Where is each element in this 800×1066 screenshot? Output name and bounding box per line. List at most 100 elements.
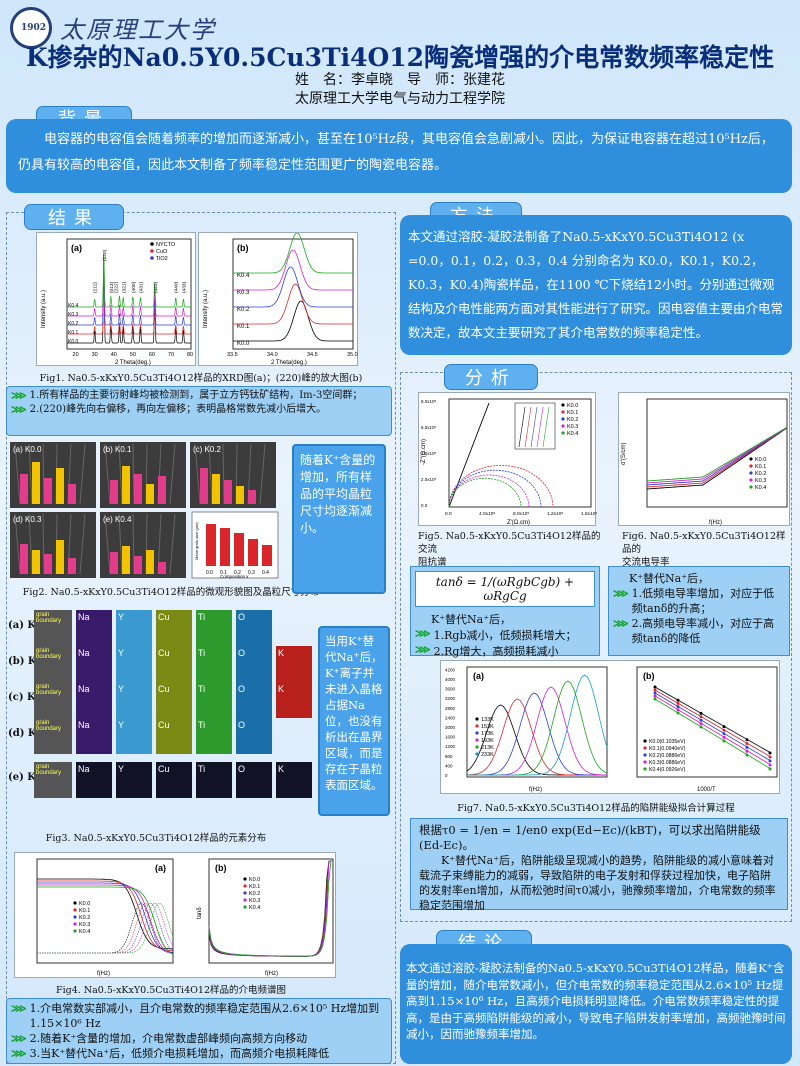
tan-delta-curve (208, 860, 333, 957)
peak-label: (431) (138, 281, 144, 293)
fig4-a-curves (37, 878, 174, 955)
fig7-b-label: (b) (643, 671, 655, 681)
xrd-pattern-3 (67, 263, 191, 317)
results-scroll-2: 当用K⁺替代Na⁺后，K⁺离子并未进入晶格占据Na位，也没有析出在晶界区域，而是… (318, 626, 390, 816)
relaxation-peak-curve (466, 698, 607, 776)
legend-marker (643, 760, 647, 764)
conductivity-curve (646, 427, 788, 488)
legend-label: K0.1 (79, 908, 90, 914)
formula-bullet-2: ⋙ 2.Rg增大，高频损耗减小 (415, 643, 559, 658)
impedance-ytick: 0.0 (421, 503, 428, 508)
arrhenius-point (768, 759, 772, 763)
legend-marker (749, 471, 753, 475)
legend-label: 193K (481, 738, 494, 744)
peak-label: (222) (114, 281, 120, 293)
conclusion-box: 本文通过溶胶-凝胶法制备的Na0.5-xKxY0.5Cu3Ti4O12样品，随着… (400, 944, 792, 1064)
arrhenius-point (768, 763, 772, 767)
arrhenius-fit-line (654, 686, 772, 754)
arrow-icon: ⋙ (613, 587, 629, 600)
conductivity-box-title: K⁺替代Na⁺后， (629, 572, 710, 585)
impedance-inset-curve (530, 406, 538, 448)
sem-label: (e) K0.4 (103, 515, 132, 524)
legend-label: K0.0 (79, 901, 90, 907)
header: 1902 太原理工大学 K掺杂的Na0.5Y0.5Cu3Ti4O12陶瓷增强的介… (0, 0, 800, 110)
conductivity-curve (646, 427, 788, 486)
element-map-cu: Cu (156, 718, 192, 754)
results-scroll-2-text: 当用K⁺替代Na⁺后，K⁺离子并未进入晶格占据Na位，也没有析出在晶界区域，而是… (325, 634, 383, 792)
relaxation-ytick: 2400 (445, 715, 456, 720)
xrd-b-sample-label: K0.3 (237, 290, 250, 296)
fig1-a-frame (66, 238, 192, 350)
seal-year: 1902 (21, 23, 47, 33)
formula-box-title: K⁺替代Na⁺后， (431, 613, 512, 626)
fig4-b-ylabel: tanδ (197, 907, 203, 919)
legend-label: K0.1(0.0940eV) (649, 746, 686, 752)
fig1-b-patterns (233, 232, 353, 342)
grain-histogram-bar (146, 484, 154, 504)
xrd-sample-label: K0.1 (68, 330, 79, 336)
arrhenius-point (676, 698, 680, 702)
element-map-ti: Ti (196, 718, 232, 754)
arrow-icon: ⋙ (415, 627, 431, 640)
element-map-k: K (276, 762, 312, 798)
tan-delta-curve (208, 860, 333, 957)
relaxation-ytick: 3600 (445, 687, 456, 692)
sem-texture (208, 443, 213, 505)
formula-banner: tanδ = 1/(ωRgbCgb) + ωRgCg (415, 571, 595, 607)
fig1-b-frame (232, 238, 354, 350)
legend-label: K0.3 (755, 478, 766, 484)
grain-histogram-bar (20, 474, 28, 504)
arrhenius-point (722, 739, 726, 743)
xrd-pattern-2 (67, 272, 191, 326)
arrhenius-point (676, 701, 680, 705)
legend-label: 213K (481, 745, 494, 751)
legend-marker (73, 915, 77, 919)
sem-texture (14, 513, 21, 575)
xrd-b-pattern-2 (233, 266, 353, 308)
legend-marker (243, 898, 247, 902)
fig6-legend: K0.0K0.1K0.2K0.3K0.4 (749, 457, 766, 491)
legend-label: K0.2 (79, 915, 90, 921)
legend-marker (749, 478, 753, 482)
legend-label: K0.3 (567, 424, 578, 430)
relaxation-ytick: 3200 (445, 696, 456, 701)
impedance-ytick: 8.0x10⁵ (421, 399, 437, 404)
relaxation-ytick: 800 (445, 754, 453, 759)
sem-texture (28, 513, 33, 575)
relaxation-peak-curve (467, 692, 607, 776)
xrd-b-xtick: 34.5 (307, 352, 318, 358)
grain-histogram-bar (56, 540, 64, 574)
fig1-xrd-b: (b) Intensity (a.u.) 2 Theta(deg.) 33.5 3… (198, 232, 358, 366)
results-bullet-1-1: ⋙ 1.所有样品的主要衍射峰均被检测到，属于立方钙钛矿结构，Im-3空间群； (11, 389, 363, 402)
trap-box: 根据τ0 = 1/en = 1/en0 exp(Ed−Ec)/(kBT)，可以求… (410, 818, 788, 912)
peak-label: (440) (174, 281, 180, 293)
xrd-sample-label: K0.3 (68, 312, 79, 318)
element-map-na: Na (76, 646, 112, 682)
fig5-caption: Fig5. Na0.5-xKxY0.5Cu3Ti4O12样品的交流 阻抗谱 (418, 531, 601, 568)
dielectric-real-curve (37, 884, 174, 955)
fig5-curves (448, 402, 554, 508)
xrd-xtick: 70 (168, 352, 174, 358)
legend-marker (643, 767, 647, 771)
fig7-b-xlabel: 1000/T (697, 787, 716, 793)
impedance-arc (448, 464, 554, 508)
element-map-ti: Ti (196, 646, 232, 682)
arrhenius-fit-line (654, 689, 772, 758)
sem-texture (42, 443, 45, 505)
sem-label: (a) K0.0 (13, 445, 42, 454)
legend-label: NYCTO (156, 242, 176, 248)
dielectric-imag-curve (37, 902, 174, 954)
relaxation-ytick: 400 (445, 763, 453, 768)
xrd-b-pattern-1 (233, 283, 353, 325)
authors: 姓 名：李卓晓 导 师：张建花 (295, 72, 505, 88)
element-map-o: O (236, 610, 272, 646)
arrhenius-point (676, 711, 680, 715)
impedance-xtick: 8.0x10⁵ (513, 511, 529, 517)
grain-size-xtick: 0.0 (206, 570, 213, 576)
grain-histogram-bar (200, 468, 208, 504)
fig5-xlabel: Z'(Ω.cm) (507, 520, 530, 526)
grain-histogram-bar (158, 476, 166, 504)
legend-label: K0.4(0.0926eV) (649, 767, 686, 773)
sem-label: (d) K0.3 (13, 515, 42, 524)
grain-size-bar (220, 528, 230, 566)
